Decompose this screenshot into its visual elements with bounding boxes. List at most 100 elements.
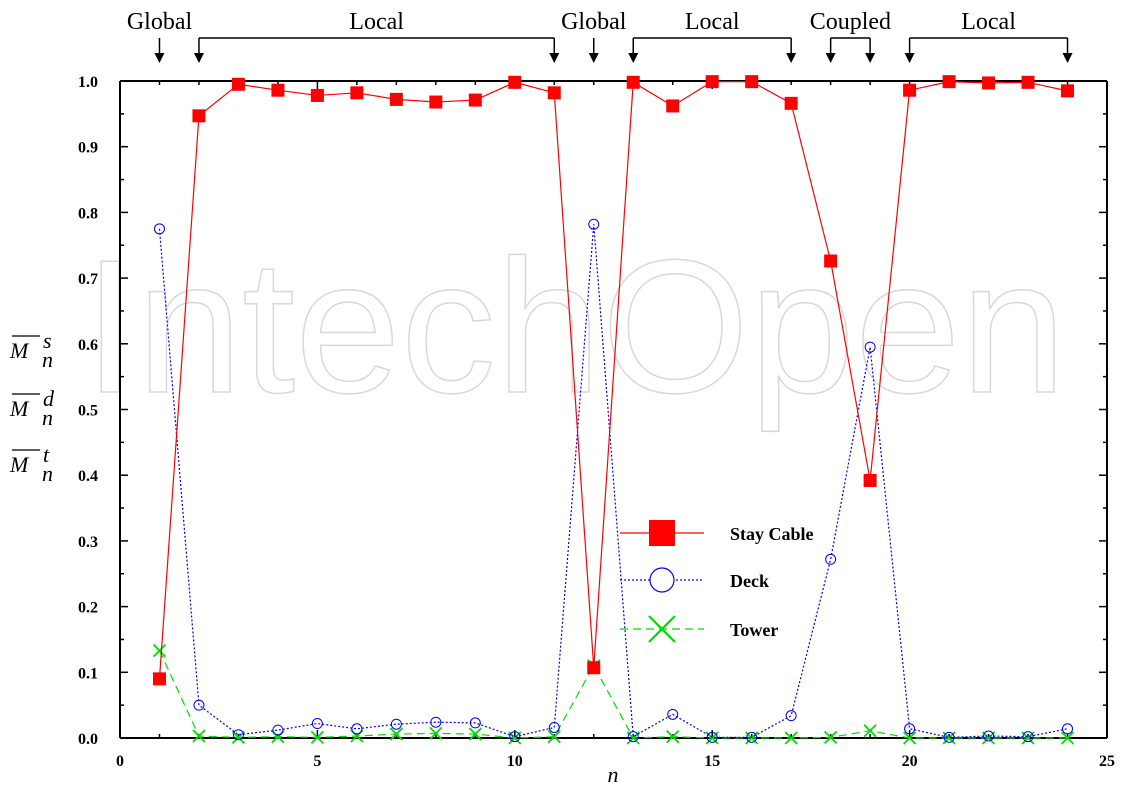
deck-point (509, 731, 521, 743)
deck-point (193, 699, 205, 711)
mode-group-annotations: Global Local Global Local Coupled Local (127, 9, 1073, 63)
y-tick-label: 1.0 (78, 74, 98, 91)
deck-point (706, 731, 718, 743)
deck-point (588, 218, 600, 230)
x-tick-label: 5 (313, 753, 321, 770)
y-title-base: M (9, 396, 30, 421)
y-title-sup: s (43, 328, 52, 353)
x-tick-label: 15 (704, 753, 720, 770)
legend-stay-cable-marker (649, 520, 675, 546)
deck-point (825, 553, 837, 565)
tower-point (547, 730, 561, 744)
stay-cable-point (942, 75, 956, 89)
deck-point (983, 730, 995, 742)
tower-point (468, 727, 482, 741)
deck-point (153, 223, 165, 235)
tower-point-b (902, 731, 917, 745)
stay-cable-point (824, 254, 838, 268)
y-tick-label: 0.5 (78, 403, 98, 420)
mode-group-label: Local (961, 9, 1016, 35)
y-title-sub: n (42, 347, 53, 372)
stay-cable-point (1021, 75, 1035, 89)
y-tick-label: 0.2 (78, 600, 98, 617)
tower-point-b (192, 729, 206, 743)
deck-point (1062, 723, 1074, 735)
y-tick-label: 0.0 (78, 731, 98, 748)
stay-cable-point (192, 109, 206, 123)
stay-cable-line (158, 81, 1068, 679)
stay-cable-point (152, 672, 166, 686)
stay-cable-point (389, 92, 403, 106)
legend-tower-marker (648, 615, 676, 643)
tower-point (824, 730, 838, 744)
tower-point-b (231, 730, 246, 744)
tower-point (429, 726, 443, 741)
tower-point-b (1060, 731, 1075, 745)
group-arrow-start-head (154, 53, 165, 63)
deck-point (943, 731, 955, 743)
stay-cable-point (587, 661, 601, 675)
y-tick-label: 0.4 (78, 468, 98, 485)
x-tick-label: 0 (116, 753, 124, 770)
tower-point (863, 724, 877, 738)
deck-point (272, 724, 284, 736)
legend: Stay Cable Deck Tower (620, 520, 814, 643)
group-arrow-start-head (628, 53, 639, 63)
stay-cable-point (350, 86, 364, 100)
y-title-sup: d (43, 386, 55, 411)
y-title-base: M (9, 338, 30, 363)
x-axis-title: n (608, 762, 619, 787)
stay-cable-point (903, 83, 917, 97)
stay-cable-point (508, 75, 522, 89)
y-tick-label: 0.7 (78, 271, 98, 288)
tower-point (784, 731, 798, 745)
group-arrow-end-head (549, 53, 560, 63)
mode-group-label: Global (127, 9, 193, 35)
stay-cable-point (1061, 84, 1075, 98)
x-tick-label: 25 (1099, 753, 1115, 770)
tower-point-b (152, 643, 167, 658)
deck-point (548, 721, 560, 733)
legend-x-b (648, 615, 676, 643)
tower-point (231, 730, 246, 744)
deck-point (232, 729, 244, 741)
tower-point-b (824, 730, 838, 744)
group-arrow-start-head (193, 53, 204, 63)
tower-point-b (784, 731, 798, 745)
mode-group-label: Local (349, 9, 404, 35)
legend-deck-label: Deck (730, 571, 769, 591)
group-arrow-start-head (588, 53, 599, 63)
legend-stay-cable-label: Stay Cable (730, 524, 814, 544)
group-arrow-end-head (865, 53, 876, 63)
stay-cable-point (231, 77, 245, 91)
tower-point-b (468, 727, 482, 741)
tower-point-b (547, 730, 561, 744)
stay-cable-point (666, 99, 680, 113)
stay-cable-point (745, 75, 759, 89)
stay-cable-point (982, 76, 996, 90)
deck-point (311, 718, 323, 730)
stay-cable-point (468, 93, 482, 107)
y-tick-label: 0.9 (78, 140, 98, 157)
tower-point (310, 730, 325, 744)
deck-point (746, 731, 758, 743)
legend-deck-marker (649, 567, 675, 593)
group-arrow-end-head (1062, 53, 1073, 63)
stay-cable-point (863, 473, 877, 487)
y-title-sup: t (43, 442, 50, 467)
deck-point (667, 708, 679, 720)
axis-labels: nM snM dnM tn (9, 328, 619, 787)
tower-point-b (389, 727, 403, 741)
axes-group: 0 5 10 15 20 25 0.0 0.1 0.2 0.3 0.4 0.5 0.6 0.7 0.8 0.9… (78, 74, 1115, 770)
tower-point (666, 730, 680, 744)
deck-point (904, 723, 916, 735)
y-tick-label: 0.3 (78, 534, 98, 551)
y-title-base: M (9, 452, 30, 477)
y-tick-label: 0.6 (78, 337, 98, 354)
stay-cable-point (626, 75, 640, 89)
stay-cable-point (547, 86, 561, 100)
tower-point-b (310, 730, 325, 744)
